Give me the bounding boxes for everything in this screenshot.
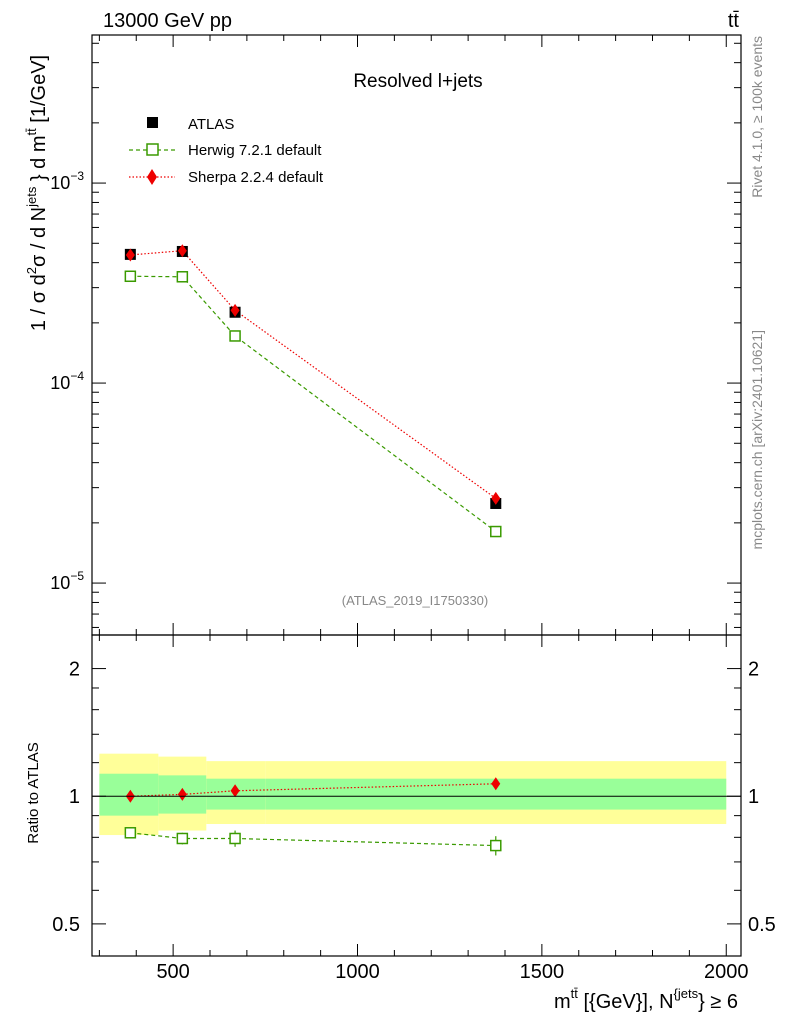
legend-marker-atlas xyxy=(147,117,158,128)
main-point-herwig-0 xyxy=(124,270,137,283)
x-tick-label-2: 1500 xyxy=(520,961,565,983)
legend-label-sherpa: Sherpa 2.2.4 default xyxy=(188,169,324,186)
x-axis-label: mtt̄ [{GeV}], N{jets} ≥ 6 xyxy=(554,986,738,1013)
main-y-tick-labels: 10−3 10−4 10−5 xyxy=(50,169,84,593)
main-point-sherpa-0 xyxy=(125,248,135,262)
ratio-point-sherpa-1 xyxy=(177,787,187,801)
ratio-y-tick-label-2: 2 xyxy=(69,659,80,681)
legend-marker-sherpa xyxy=(147,169,157,185)
ratio-line-herwig xyxy=(130,832,496,847)
main-y-tick-label-0: 10−3 xyxy=(50,169,84,193)
main-series-lines xyxy=(130,250,497,533)
analysis-id: (ATLAS_2019_I1750330) xyxy=(342,593,488,608)
main-y-axis-label: 1 / σ d2σ / d Njets } d mtt̄ [1/GeV] xyxy=(24,55,50,331)
ratio-uncertainty-bands xyxy=(99,753,727,836)
ratio-panel-frame xyxy=(91,634,742,957)
main-line-herwig xyxy=(130,275,497,533)
legend: ATLAS Herwig 7.2.1 default Sherpa 2.2.4 … xyxy=(129,116,324,186)
legend-marker-herwig xyxy=(146,143,159,156)
ratio-y-tick-label-0: 0.5 xyxy=(52,914,80,936)
ratio-y-axis-label: Ratio to ATLAS xyxy=(25,742,42,843)
plot-title: Resolved l+jets xyxy=(353,71,482,92)
legend-label-atlas: ATLAS xyxy=(188,116,234,133)
main-point-herwig-3 xyxy=(490,525,502,538)
ratio-y-tick-labels: 0.5 0.5 1 1 2 2 xyxy=(52,659,776,936)
ratio-point-herwig-0 xyxy=(124,827,137,839)
main-y-tick-label-2: 10−5 xyxy=(50,569,84,593)
process-label: tt̄ xyxy=(728,10,740,32)
axis-ticks xyxy=(92,35,741,956)
main-series-markers xyxy=(124,244,502,538)
x-tick-label-0: 500 xyxy=(156,961,189,983)
ratio-point-sherpa-3 xyxy=(491,777,501,791)
main-y-tick-label-1: 10−4 xyxy=(50,369,84,393)
x-tick-labels: 500 1000 1500 2000 xyxy=(156,961,748,983)
collision-label: 13000 GeV pp xyxy=(103,10,232,32)
ratio-point-sherpa-2 xyxy=(230,784,240,798)
x-tick-label-3: 2000 xyxy=(704,961,749,983)
ratio-y-tick-label-1: 1 xyxy=(69,786,80,808)
ratio-y-tick-label-right-0: 0.5 xyxy=(748,914,776,936)
ratio-line-sherpa xyxy=(130,783,496,797)
main-point-sherpa-3 xyxy=(491,491,501,505)
ratio-series-lines xyxy=(130,783,496,847)
main-point-sherpa-1 xyxy=(177,244,187,258)
x-tick-label-1: 1000 xyxy=(335,961,380,983)
main-point-sherpa-2 xyxy=(230,303,240,317)
main-point-herwig-2 xyxy=(229,330,241,342)
ratio-point-herwig-2 xyxy=(229,832,241,845)
main-line-sherpa xyxy=(130,250,497,499)
ratio-y-tick-label-right-1: 1 xyxy=(748,786,759,808)
legend-label-herwig: Herwig 7.2.1 default xyxy=(188,142,322,159)
ratio-point-herwig-1 xyxy=(176,832,189,845)
source-label: mcplots.cern.ch [arXiv:2401.10621] xyxy=(749,330,765,549)
ratio-point-herwig-3 xyxy=(490,839,502,852)
main-point-herwig-1 xyxy=(176,271,189,283)
ratio-y-tick-label-right-2: 2 xyxy=(748,659,759,681)
rivet-version-label: Rivet 4.1.0, ≥ 100k events xyxy=(749,36,765,198)
